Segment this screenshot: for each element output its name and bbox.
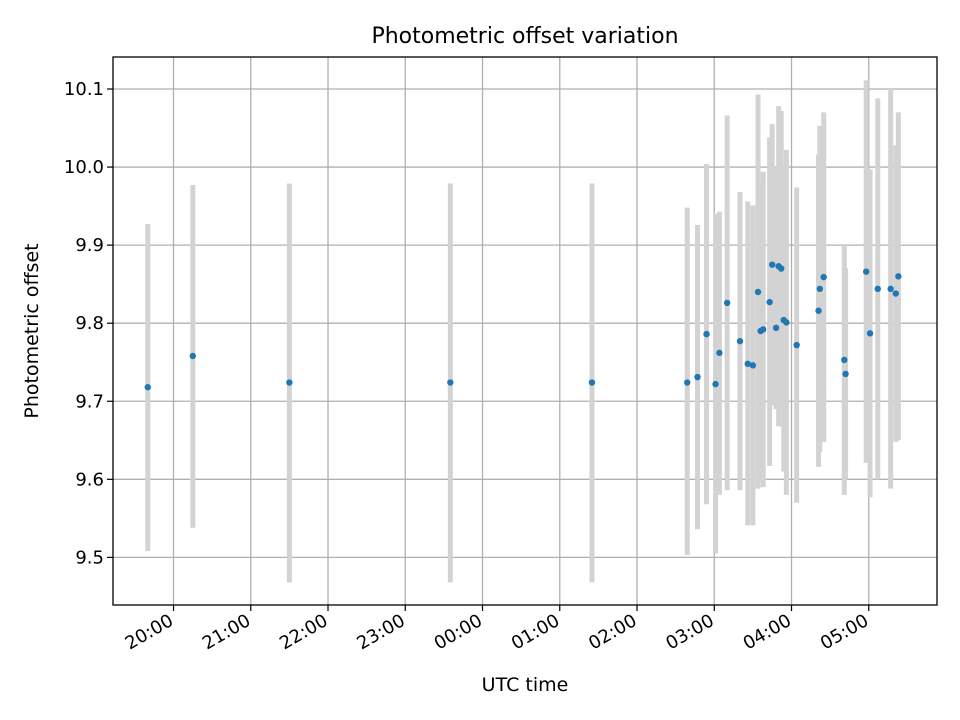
data-point (588, 379, 596, 386)
data-point (766, 298, 773, 306)
data-point (736, 337, 744, 345)
data-point (144, 384, 151, 391)
data-point (772, 324, 780, 332)
data-point (703, 330, 710, 338)
data-point (447, 379, 454, 386)
data-point (841, 356, 848, 364)
data-point (783, 319, 790, 326)
y-tick-label: 9.7 (75, 391, 104, 412)
data-point (793, 341, 800, 349)
y-axis-ticks: 9.5 9.6 9.7 9.8 9.9 10.0 10.1 (64, 79, 113, 568)
data-point (744, 360, 751, 367)
data-point (716, 349, 723, 357)
plot-frame (112, 56, 938, 606)
data-point (874, 285, 881, 293)
data-point (895, 273, 902, 280)
data-point (816, 285, 824, 293)
y-tick-label: 10.0 (64, 157, 104, 178)
data-point (866, 330, 874, 337)
data-point (286, 379, 293, 386)
data-point (749, 362, 757, 369)
grid (113, 57, 937, 605)
data-point (769, 261, 776, 268)
data-points (144, 261, 902, 391)
data-point (778, 265, 785, 272)
y-tick-label: 9.5 (75, 547, 104, 568)
y-tick-label: 10.1 (64, 79, 104, 100)
data-point (189, 352, 197, 360)
data-point (723, 299, 731, 307)
data-point (892, 290, 899, 297)
data-point (684, 379, 691, 386)
data-point (887, 285, 894, 293)
data-point (694, 373, 701, 381)
data-point (842, 370, 849, 378)
data-point (754, 288, 762, 296)
data-point (815, 307, 822, 314)
y-tick-label: 9.8 (75, 313, 104, 334)
data-point (759, 326, 767, 333)
y-axis-label: Photometric offset (21, 243, 43, 418)
data-point (712, 380, 719, 388)
data-point (862, 268, 870, 275)
x-axis-label: UTC time (482, 674, 569, 696)
chart-title: Photometric offset variation (371, 24, 678, 49)
y-tick-label: 9.9 (75, 235, 104, 256)
y-tick-label: 9.6 (75, 469, 104, 490)
data-point (820, 273, 827, 281)
